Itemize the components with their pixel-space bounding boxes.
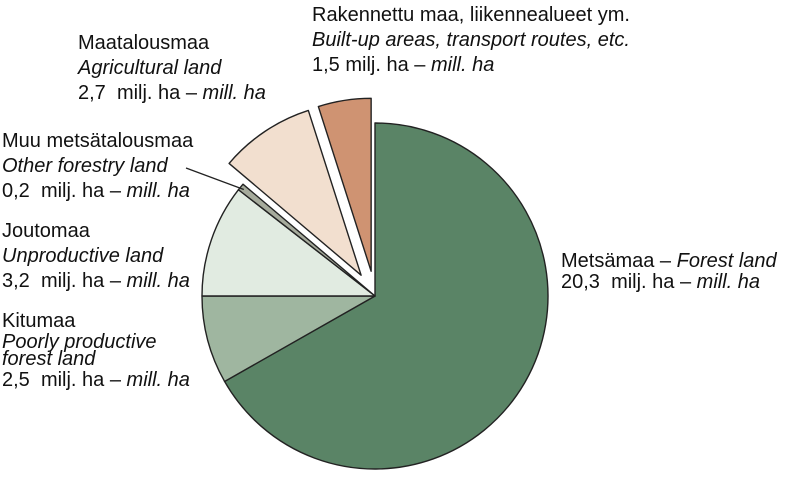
label-agricultural: Maatalousmaa Agricultural land 2,7 milj.…	[78, 32, 266, 104]
slice-built-up	[317, 97, 372, 272]
leader-line-other-forestry	[185, 167, 245, 191]
slice-forest-land	[223, 122, 549, 470]
slice-unproductive	[201, 189, 376, 297]
slice-other-forestry	[237, 183, 376, 297]
label-poorly-productive: Kitumaa Poorly productive forest land 2,…	[2, 310, 190, 391]
label-unproductive: Joutomaa Unproductive land 3,2 milj. ha …	[2, 220, 190, 292]
slice-poorly-productive	[201, 295, 376, 383]
slice-agricultural	[228, 109, 362, 276]
label-built-up: Rakennettu maa, liikennealueet ym. Built…	[312, 4, 630, 76]
label-other-forestry: Muu metsätalousmaa Other forestry land 0…	[2, 130, 194, 202]
label-forest-land: Metsämaa – Forest land 20,3 milj. ha – m…	[561, 250, 777, 293]
